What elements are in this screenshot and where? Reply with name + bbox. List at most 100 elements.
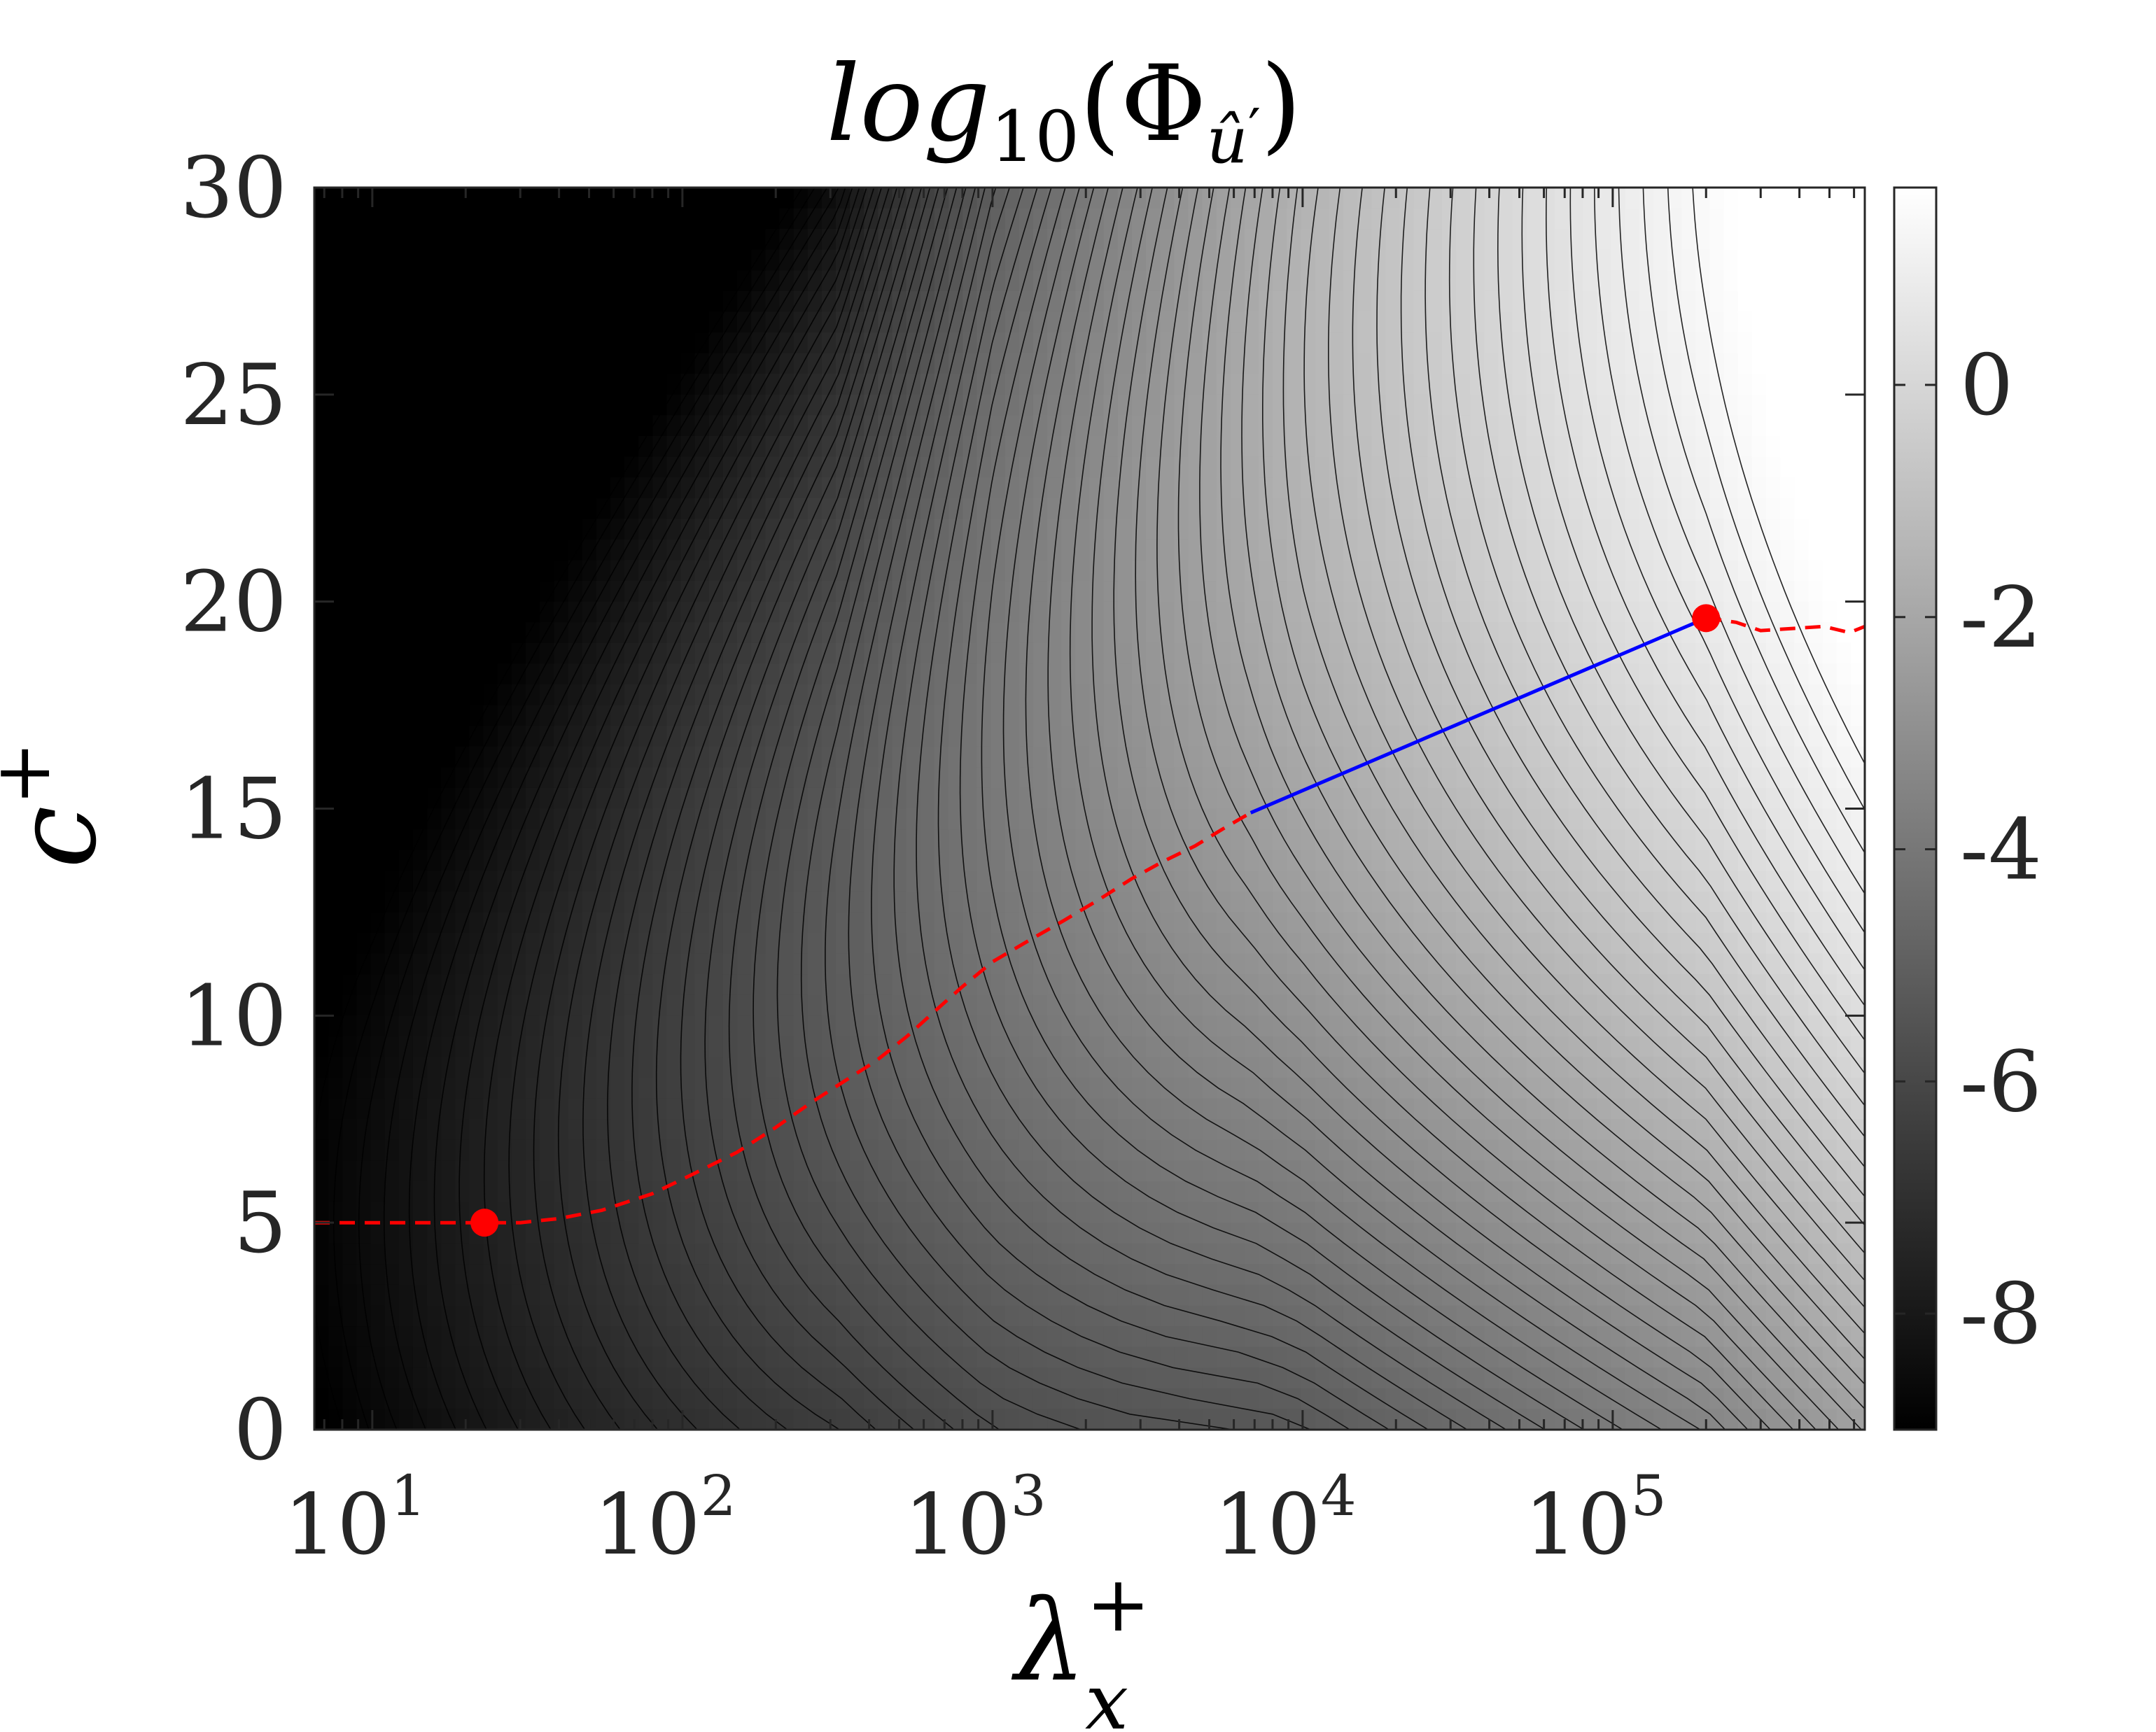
heatmap-cell xyxy=(1343,519,1358,540)
heatmap-cell xyxy=(1371,726,1387,747)
heatmap-cell xyxy=(1456,1078,1471,1099)
heatmap-cell xyxy=(441,290,456,313)
heatmap-cell xyxy=(1301,663,1316,685)
heatmap-cell xyxy=(1301,953,1316,975)
heatmap-cell xyxy=(398,1119,414,1141)
heatmap-cell xyxy=(920,705,935,726)
heatmap-cell xyxy=(554,767,569,789)
heatmap-cell xyxy=(554,663,569,685)
heatmap-cell xyxy=(694,1036,710,1058)
heatmap-cell xyxy=(906,871,921,892)
heatmap-cell xyxy=(708,519,724,540)
heatmap-cell xyxy=(1343,1015,1358,1037)
heatmap-cell xyxy=(1245,1098,1259,1120)
heatmap-cell xyxy=(1075,808,1091,830)
heatmap-cell xyxy=(1188,622,1203,644)
heatmap-cell xyxy=(540,353,555,375)
heatmap-cell xyxy=(412,787,428,810)
heatmap-cell xyxy=(906,1346,921,1369)
heatmap-cell xyxy=(314,974,329,996)
heatmap-cell xyxy=(568,1057,583,1078)
heatmap-cell xyxy=(1371,519,1387,540)
heatmap-cell xyxy=(1301,560,1316,582)
heatmap-cell xyxy=(807,912,822,934)
heatmap-cell xyxy=(666,1202,682,1223)
heatmap-cell xyxy=(878,353,893,375)
heatmap-cell xyxy=(1117,353,1133,375)
heatmap-cell xyxy=(737,581,752,603)
heatmap-cell xyxy=(398,353,414,375)
heatmap-cell xyxy=(1427,933,1443,955)
heatmap-cell xyxy=(751,560,766,582)
heatmap-cell xyxy=(934,953,949,975)
heatmap-cell xyxy=(948,622,964,644)
heatmap-cell xyxy=(821,249,836,272)
heatmap-cell xyxy=(934,1346,949,1369)
heatmap-cell xyxy=(469,1078,484,1099)
heatmap-cell xyxy=(1357,891,1373,913)
heatmap-cell xyxy=(807,953,822,975)
heatmap-cell xyxy=(1371,1015,1387,1037)
heatmap-cell xyxy=(1315,1305,1330,1327)
heatmap-cell xyxy=(1441,808,1457,830)
heatmap-cell xyxy=(1117,311,1133,333)
heatmap-cell xyxy=(1427,394,1443,416)
heatmap-cell xyxy=(1131,1078,1147,1099)
heatmap-cell xyxy=(356,539,372,561)
heatmap-cell xyxy=(1427,663,1443,685)
heatmap-cell xyxy=(1103,1243,1119,1265)
heatmap-cell xyxy=(497,684,512,706)
heatmap-cell xyxy=(511,539,526,561)
heatmap-cell xyxy=(568,456,583,478)
heatmap-cell xyxy=(1371,394,1387,416)
heatmap-cell xyxy=(1287,663,1302,685)
heatmap-cell xyxy=(412,829,428,851)
heatmap-cell xyxy=(990,912,1006,934)
heatmap-cell xyxy=(568,1078,583,1099)
heatmap-cell xyxy=(427,1139,442,1162)
heatmap-cell xyxy=(455,622,470,644)
heatmap-cell xyxy=(1399,1202,1415,1223)
heatmap-cell xyxy=(1315,1139,1330,1162)
heatmap-cell xyxy=(1315,1202,1330,1223)
heatmap-cell xyxy=(1230,912,1245,934)
heatmap-cell xyxy=(1131,456,1147,478)
heatmap-cell xyxy=(370,311,386,333)
heatmap-cell xyxy=(807,1098,822,1120)
heatmap-cell xyxy=(1018,601,1034,624)
heatmap-cell xyxy=(1047,1243,1063,1265)
heatmap-cell xyxy=(765,1181,780,1203)
heatmap-cell xyxy=(1047,622,1063,644)
heatmap-cell xyxy=(497,394,512,416)
heatmap-cell xyxy=(1146,498,1161,520)
heatmap-cell xyxy=(948,1181,964,1203)
heatmap-cell xyxy=(1413,332,1429,354)
heatmap-cell xyxy=(680,229,696,251)
heatmap-cell xyxy=(850,1139,865,1162)
heatmap-cell xyxy=(511,270,526,292)
heatmap-cell xyxy=(582,353,597,375)
heatmap-cell xyxy=(1131,477,1147,499)
heatmap-cell xyxy=(624,1367,639,1389)
heatmap-cell xyxy=(1287,374,1302,395)
heatmap-cell xyxy=(850,891,865,913)
heatmap-cell xyxy=(554,891,569,913)
heatmap-cell xyxy=(638,1098,654,1120)
heatmap-cell xyxy=(511,581,526,603)
heatmap-cell xyxy=(1018,1015,1034,1037)
heatmap-cell xyxy=(850,974,865,996)
heatmap-cell xyxy=(1441,1057,1457,1078)
heatmap-cell xyxy=(1456,1223,1471,1244)
heatmap-cell xyxy=(1315,891,1330,913)
heatmap-cell xyxy=(1216,953,1231,975)
heatmap-cell xyxy=(892,1264,907,1286)
heatmap-cell xyxy=(1427,1160,1443,1182)
heatmap-cell xyxy=(1287,229,1302,251)
heatmap-cell xyxy=(497,539,512,561)
heatmap-cell xyxy=(511,953,526,975)
heatmap-cell xyxy=(990,1139,1006,1162)
heatmap-cell xyxy=(892,1202,907,1223)
heatmap-cell xyxy=(1273,663,1288,685)
heatmap-cell xyxy=(990,477,1006,499)
heatmap-cell xyxy=(1245,1367,1259,1389)
